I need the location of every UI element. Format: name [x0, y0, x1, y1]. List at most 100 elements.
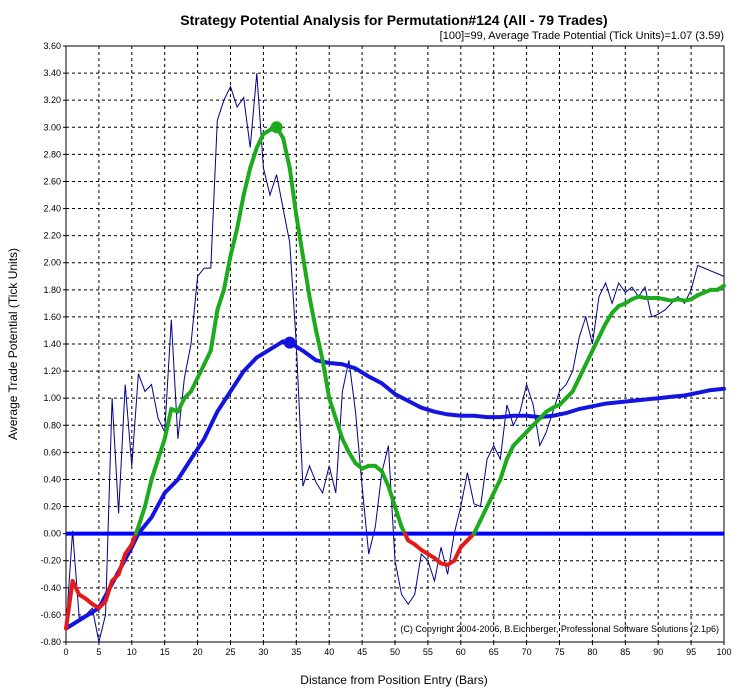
x-tick-label: 25 [225, 647, 235, 657]
x-tick-label: 60 [456, 647, 466, 657]
smooth-line-positive-segment [340, 436, 351, 455]
x-tick-label: 75 [554, 647, 564, 657]
series-layer [64, 73, 726, 643]
x-tick-label: 70 [522, 647, 532, 657]
x-tick-label: 45 [357, 647, 367, 657]
y-tick-label: -0.80 [40, 637, 61, 647]
smooth-line-positive-segment [248, 145, 259, 170]
y-tick-label: 2.00 [43, 258, 61, 268]
smooth-line-positive-segment [314, 328, 325, 363]
smooth-line-positive-segment [208, 308, 220, 353]
smooth-line-positive-segment [478, 504, 490, 523]
smooth-line-positive-segment [590, 335, 601, 353]
y-tick-label: 3.00 [43, 122, 61, 132]
smooth-line-positive-segment [320, 358, 332, 401]
smooth-line-negative-segment [64, 579, 75, 631]
smooth-line-positive-segment [228, 226, 240, 258]
y-tick-label: 1.60 [43, 312, 61, 322]
x-tick-label: 100 [716, 647, 731, 657]
y-axis-label: Average Trade Potential (Tick Units) [6, 248, 20, 440]
smooth-line-positive-segment [202, 348, 213, 367]
smooth-line-positive-segment [156, 436, 167, 462]
smooth-line-positive-segment [221, 253, 233, 292]
smooth-line-positive-segment [504, 443, 516, 462]
x-tick-label: 10 [127, 647, 137, 657]
y-axis: -0.80 -0.60 -0.40 -0.20 0.00 0.20 0.40 0.60 0.80… [40, 41, 66, 647]
smooth-line-positive-segment [241, 165, 253, 197]
smooth-line-positive-segment [327, 396, 338, 421]
chart-subtitle: [100]=99, Average Trade Potential (Tick … [440, 30, 724, 42]
smooth-line-positive-segment [485, 491, 496, 509]
x-tick-label: 15 [160, 647, 170, 657]
x-axis: 0 5 10 15 20 25 30 35 40 45 50 55 60 65 70 75 80 85 90 95 10… [63, 642, 732, 657]
smooth-line-positive-segment [142, 477, 154, 509]
y-tick-label: 0.80 [43, 420, 61, 430]
smooth-line-positive-segment [386, 484, 397, 509]
smooth-line-positive-segment [254, 132, 266, 150]
x-tick-label: 80 [587, 647, 597, 657]
smooth-line-positive-segment [498, 457, 509, 482]
y-tick-label: 2.60 [43, 176, 61, 186]
chart-title: Strategy Potential Analysis for Permutat… [180, 12, 607, 28]
smooth-line-positive-segment [162, 407, 174, 441]
y-tick-label: 0.40 [43, 474, 61, 484]
y-tick-label: -0.60 [40, 610, 61, 620]
smooth-line-positive-segment [491, 477, 503, 495]
y-tick-label: 2.40 [43, 204, 61, 214]
smooth-line-negative-segment [452, 545, 463, 563]
smooth-line-positive-segment [393, 504, 404, 529]
y-tick-label: -0.20 [40, 556, 61, 566]
smooth-line-positive-segment [235, 193, 246, 231]
smooth-line-positive-segment [583, 348, 595, 367]
y-tick-label: 1.40 [43, 339, 61, 349]
x-tick-label: 55 [423, 647, 433, 657]
smooth-line-positive-segment [281, 136, 292, 170]
smooth-line-negative-segment [103, 579, 115, 604]
y-tick-label: 3.40 [43, 68, 61, 78]
x-axis-label: Distance from Position Entry (Bars) [300, 673, 487, 687]
x-tick-label: 85 [620, 647, 630, 657]
x-tick-label: 30 [258, 647, 268, 657]
smooth-line-positive-segment [570, 375, 582, 394]
smooth-line-positive-segment [603, 310, 615, 326]
smooth-line-positive-segment [300, 253, 312, 299]
copyright-note: (C) Copyright 2004-2006, B.Eichberger, P… [400, 624, 719, 634]
y-tick-label: 0.20 [43, 502, 61, 512]
smooth-line-positive-segment [307, 294, 319, 333]
y-tick-label: -0.40 [40, 583, 61, 593]
smooth-line-positive-segment [577, 362, 588, 380]
smooth-line-positive-segment [346, 450, 358, 466]
x-tick-label: 20 [193, 647, 203, 657]
smooth-line-positive-segment [379, 469, 391, 489]
smooth-line-positive-segment [189, 375, 200, 394]
average-peak-marker [283, 336, 296, 349]
y-tick-label: 1.80 [43, 285, 61, 295]
smooth-line-positive-segment [149, 457, 161, 482]
smooth-line-positive-segment [287, 165, 299, 218]
y-tick-label: 0.00 [43, 529, 61, 539]
y-tick-label: 0.60 [43, 447, 61, 457]
x-tick-label: 65 [489, 647, 499, 657]
x-tick-label: 90 [653, 647, 663, 657]
smooth-line-positive-segment [136, 504, 147, 529]
y-tick-label: 3.20 [43, 95, 61, 105]
x-tick-label: 95 [686, 647, 696, 657]
smooth-line-positive-segment [333, 416, 345, 441]
y-tick-label: 1.00 [43, 393, 61, 403]
smooth-line-positive-segment [195, 362, 207, 380]
smooth-line-positive-segment [715, 283, 726, 292]
x-tick-label: 50 [390, 647, 400, 657]
y-tick-label: 1.20 [43, 366, 61, 376]
y-tick-label: 3.60 [43, 41, 61, 51]
smooth-line-positive-segment [294, 213, 305, 258]
x-tick-label: 35 [291, 647, 301, 657]
marker-layer [270, 121, 296, 349]
smooth-line-positive-segment [215, 287, 226, 313]
smooth-line-negative-segment [70, 579, 82, 597]
smooth-line-positive-segment [471, 518, 483, 536]
smooth-line-positive-segment [175, 396, 187, 414]
x-tick-label: 5 [96, 647, 101, 657]
smooth-peak-marker [270, 121, 283, 134]
average-potential-line [64, 339, 726, 631]
